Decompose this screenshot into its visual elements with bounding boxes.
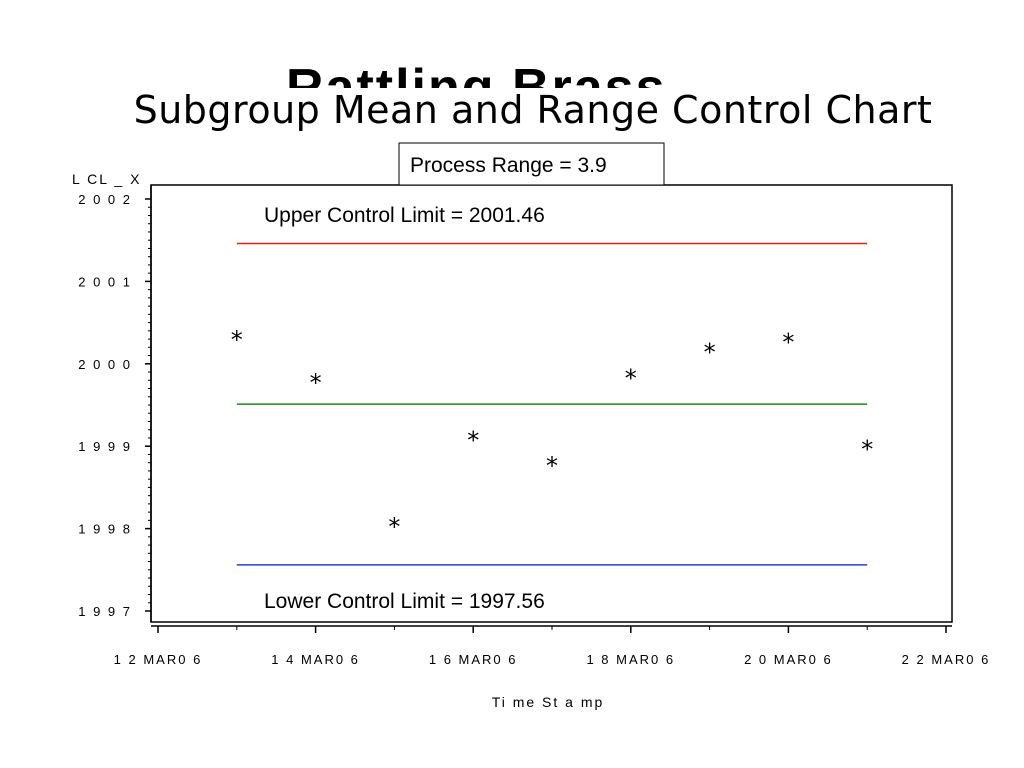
y-tick-label: 2 0 0 1: [78, 274, 132, 289]
x-tick-label: 2 2 MAR0 6: [902, 652, 991, 667]
x-axis-label: Ti me St a mp: [492, 694, 605, 710]
data-point: *: [782, 328, 794, 356]
y-major-ticks: 2 0 0 2 2 0 0 1 2 0 0 0 1 9 9 9 1 9 9 8 1 9 9…: [78, 192, 151, 619]
x-tick-label: 1 2 MAR0 6: [114, 652, 203, 667]
y-axis-label: L CL _ X: [72, 171, 141, 187]
x-ticks: 1 2 MAR0 6 1 4 MAR0 6 1 6 MAR0 6 1 8 MAR0 6…: [114, 626, 991, 667]
data-point: *: [861, 436, 873, 464]
data-point: *: [467, 426, 479, 454]
process-range-box: [398, 142, 665, 186]
data-point: *: [704, 338, 716, 366]
y-tick-label: 1 9 9 7: [78, 604, 132, 619]
process-range-annotation: Process Range = 3.9: [410, 154, 607, 177]
x-tick-label: 1 6 MAR0 6: [429, 652, 518, 667]
data-point: *: [546, 452, 558, 480]
y-tick-label: 1 9 9 8: [78, 522, 132, 537]
x-tick-label: 1 4 MAR0 6: [271, 652, 360, 667]
title-mask: [0, 88, 1024, 138]
y-tick-label: 2 0 0 2: [78, 192, 132, 207]
chart-title: Subgroup Mean and Range Control Chart: [133, 88, 933, 132]
data-points: * * * * * * * * *: [231, 326, 873, 541]
data-point: *: [310, 369, 322, 397]
lcl-annotation: Lower Control Limit = 1997.56: [264, 590, 545, 613]
data-point: *: [625, 365, 637, 393]
y-tick-label: 2 0 0 0: [78, 357, 132, 372]
ucl-annotation: Upper Control Limit = 2001.46: [264, 204, 545, 227]
x-tick-label: 2 0 MAR0 6: [744, 652, 833, 667]
data-point: *: [388, 513, 400, 541]
control-lines: [236, 242, 868, 566]
x-tick-label: 1 8 MAR0 6: [586, 652, 675, 667]
data-point: *: [231, 326, 243, 354]
y-tick-label: 1 9 9 9: [78, 439, 132, 454]
